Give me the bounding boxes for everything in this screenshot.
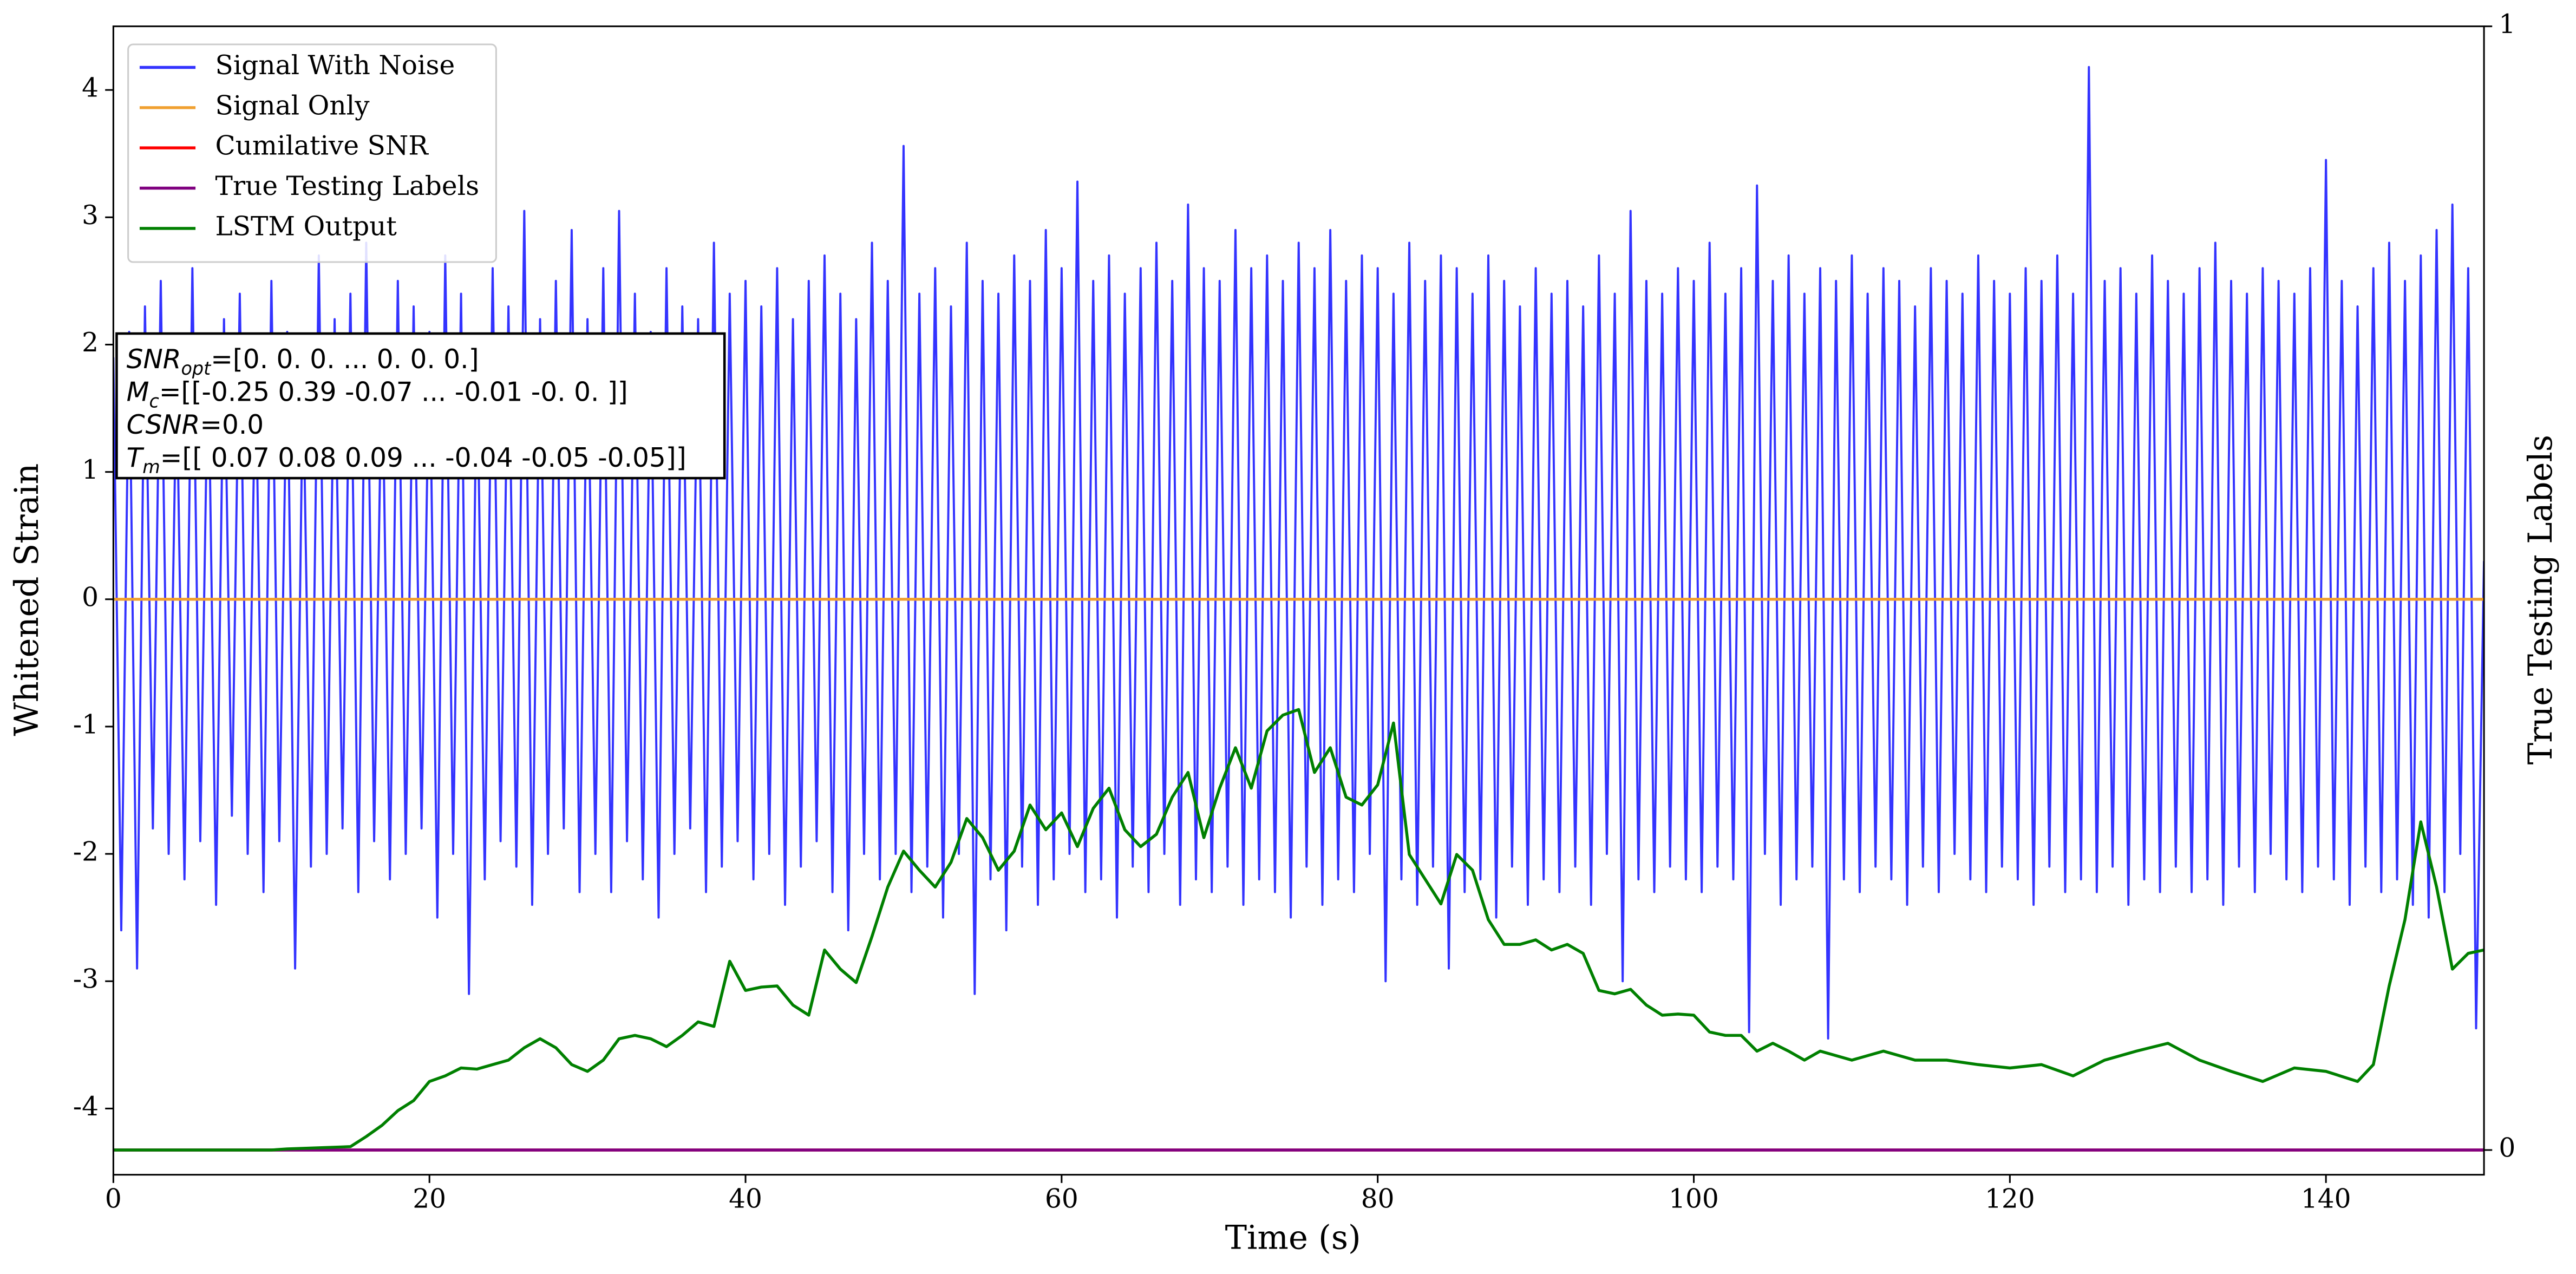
annotation-symbol: SNR: [127, 344, 181, 375]
y-tick-label: 3: [82, 200, 99, 231]
legend-label: Cumilative SNR: [215, 131, 429, 161]
annotation-text: =0.0: [200, 410, 264, 440]
legend-box: [127, 43, 497, 263]
x-tick-label: 100: [1669, 1184, 1719, 1214]
series-line: [113, 66, 2485, 1040]
annotation-subscript: c: [149, 391, 159, 412]
annotation-symbol: T: [127, 443, 145, 473]
legend-label: LSTM Output: [215, 211, 397, 241]
plot-lines: [113, 66, 2485, 1152]
annotation-line: CSNR=0.0: [127, 410, 264, 440]
annotation-subscript: opt: [181, 358, 212, 379]
series-line: [113, 708, 2485, 1152]
annotation-line: SNRopt=[0. 0. 0. ... 0. 0. 0.]: [127, 344, 479, 379]
y-tick-label: -4: [73, 1092, 99, 1122]
y-tick-label: 4: [82, 73, 99, 103]
y-tick-label: -2: [73, 837, 99, 867]
x-tick-label: 80: [1361, 1184, 1395, 1214]
y-tick-label: 0: [82, 582, 99, 612]
annotation-text: =[0. 0. 0. ... 0. 0. 0.]: [211, 344, 479, 375]
x-axis-label: Time (s): [1225, 1219, 1361, 1257]
y-tick-label: 1: [82, 455, 99, 485]
y2-tick-label: 0: [2499, 1133, 2515, 1164]
y2-axis-label: True Testing Labels: [2522, 435, 2560, 765]
legend-label: True Testing Labels: [215, 171, 480, 201]
y-tick-label: -3: [73, 964, 99, 995]
y2-tick-label: 1: [2499, 9, 2515, 40]
x-tick-label: 40: [729, 1184, 762, 1214]
plot-frame: [112, 25, 2485, 1176]
x-tick-label: 60: [1045, 1184, 1078, 1214]
x-tick-label: 140: [2301, 1184, 2351, 1214]
y-axis-label: Whitened Strain: [8, 463, 46, 736]
annotation-line: Tm=[[ 0.07 0.08 0.09 ... -0.04 -0.05 -0.…: [127, 443, 687, 478]
annotation-line: Mc=[[-0.25 0.39 -0.07 ... -0.01 -0. 0. ]…: [127, 377, 628, 411]
x-tick-label: 20: [413, 1184, 446, 1214]
legend-label: Signal Only: [215, 90, 370, 121]
x-tick-label: 0: [105, 1184, 122, 1214]
annotation-symbol: CSNR: [127, 410, 200, 440]
annotation-text: =[[-0.25 0.39 -0.07 ... -0.01 -0. 0. ]]: [159, 377, 628, 407]
annotation-subscript: m: [142, 456, 160, 478]
y-tick-label: 2: [82, 328, 99, 358]
annotation-text: =[[ 0.07 0.08 0.09 ... -0.04 -0.05 -0.05…: [160, 443, 687, 473]
y-tick-label: -1: [73, 709, 99, 740]
annotation-box: [115, 332, 726, 480]
annotation-symbol: M: [127, 377, 149, 407]
legend-label: Signal With Noise: [215, 50, 455, 81]
x-tick-label: 120: [1985, 1184, 2035, 1214]
